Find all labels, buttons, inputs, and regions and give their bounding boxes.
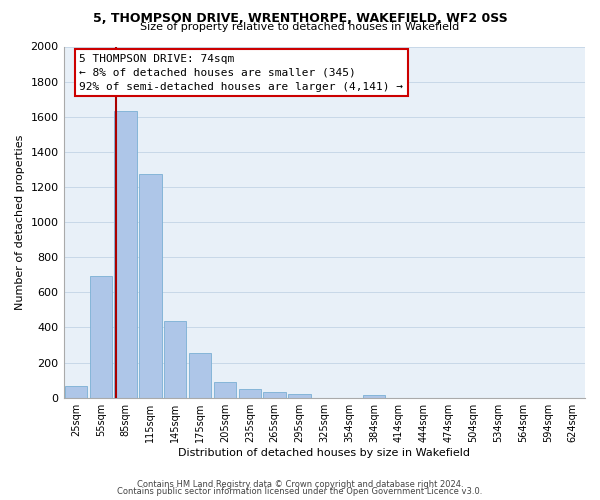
- Bar: [164, 322, 187, 398]
- Bar: [288, 394, 311, 398]
- Y-axis label: Number of detached properties: Number of detached properties: [15, 134, 25, 310]
- Text: Contains public sector information licensed under the Open Government Licence v3: Contains public sector information licen…: [118, 487, 482, 496]
- Bar: [139, 174, 161, 398]
- Bar: [263, 392, 286, 398]
- Bar: [189, 353, 211, 398]
- Text: Contains HM Land Registry data © Crown copyright and database right 2024.: Contains HM Land Registry data © Crown c…: [137, 480, 463, 489]
- Bar: [115, 112, 137, 398]
- Bar: [363, 395, 385, 398]
- Bar: [239, 389, 261, 398]
- Text: 5, THOMPSON DRIVE, WRENTHORPE, WAKEFIELD, WF2 0SS: 5, THOMPSON DRIVE, WRENTHORPE, WAKEFIELD…: [92, 12, 508, 24]
- Bar: [89, 276, 112, 398]
- Text: 5 THOMPSON DRIVE: 74sqm
← 8% of detached houses are smaller (345)
92% of semi-de: 5 THOMPSON DRIVE: 74sqm ← 8% of detached…: [79, 54, 403, 92]
- X-axis label: Distribution of detached houses by size in Wakefield: Distribution of detached houses by size …: [178, 448, 470, 458]
- Bar: [65, 386, 87, 398]
- Text: Size of property relative to detached houses in Wakefield: Size of property relative to detached ho…: [140, 22, 460, 32]
- Bar: [214, 382, 236, 398]
